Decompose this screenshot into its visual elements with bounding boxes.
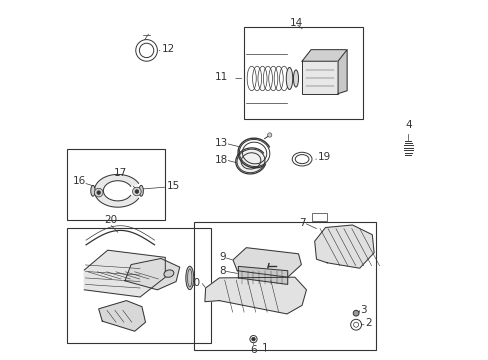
Text: 17: 17 — [114, 168, 127, 178]
Ellipse shape — [293, 70, 298, 87]
Polygon shape — [232, 248, 301, 277]
Text: 7: 7 — [299, 218, 305, 228]
Text: 19: 19 — [317, 152, 330, 162]
Circle shape — [267, 133, 271, 137]
Polygon shape — [302, 50, 346, 61]
Bar — [244, 27, 363, 119]
Text: 5: 5 — [252, 258, 258, 269]
Text: 20: 20 — [104, 215, 118, 225]
Bar — [302, 61, 337, 94]
Text: 2: 2 — [365, 318, 371, 328]
Text: 12: 12 — [162, 44, 175, 54]
Text: 10: 10 — [188, 278, 201, 288]
Text: 4: 4 — [404, 120, 411, 130]
Text: 6: 6 — [250, 345, 256, 355]
Text: 16: 16 — [72, 176, 85, 186]
Circle shape — [352, 310, 358, 316]
Circle shape — [251, 337, 255, 341]
Bar — [67, 149, 164, 220]
Polygon shape — [125, 258, 179, 290]
Polygon shape — [94, 175, 138, 207]
Circle shape — [94, 188, 103, 197]
Ellipse shape — [237, 149, 264, 173]
Text: 9: 9 — [219, 252, 225, 262]
Circle shape — [132, 187, 141, 196]
Text: 11: 11 — [214, 72, 227, 82]
Text: 8: 8 — [219, 266, 225, 276]
Bar — [311, 213, 326, 221]
Text: 1: 1 — [262, 343, 268, 353]
Text: 14: 14 — [289, 18, 303, 28]
Text: 15: 15 — [167, 181, 180, 192]
Text: 13: 13 — [214, 138, 227, 148]
Ellipse shape — [91, 185, 95, 196]
Polygon shape — [204, 277, 306, 314]
Ellipse shape — [139, 185, 143, 196]
Polygon shape — [84, 250, 165, 297]
Text: 3: 3 — [360, 305, 366, 315]
Bar — [194, 222, 375, 350]
Ellipse shape — [285, 67, 292, 90]
Circle shape — [97, 191, 101, 194]
Polygon shape — [337, 50, 346, 94]
Polygon shape — [314, 225, 373, 268]
Circle shape — [135, 190, 139, 193]
Polygon shape — [238, 266, 287, 284]
Ellipse shape — [185, 266, 193, 289]
Polygon shape — [99, 301, 145, 331]
Text: 18: 18 — [214, 155, 227, 165]
Bar — [67, 228, 211, 343]
Ellipse shape — [163, 270, 174, 277]
